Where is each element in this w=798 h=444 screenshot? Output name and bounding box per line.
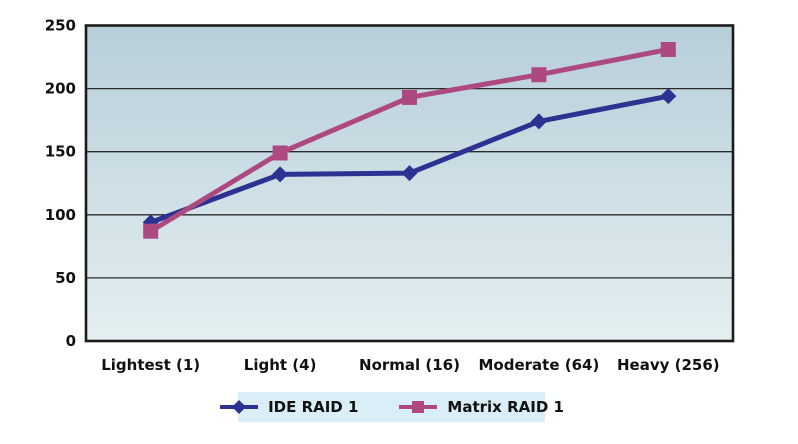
line-diamond-marker-icon xyxy=(220,400,259,414)
x-tick-label: Light (4) xyxy=(244,356,317,374)
x-tick-label: Normal (16) xyxy=(359,356,460,374)
y-tick-label: 250 xyxy=(45,17,76,35)
series-marker-square xyxy=(402,89,417,105)
plot-background xyxy=(86,25,733,341)
legend: IDE RAID 1 Matrix RAID 1 xyxy=(220,392,564,422)
plot-border xyxy=(84,24,735,343)
legend-item-ide-raid-1: IDE RAID 1 xyxy=(219,398,358,416)
y-tick-label: 100 xyxy=(45,206,76,224)
series-marker-diamond xyxy=(530,113,547,130)
series-marker-square xyxy=(143,223,159,239)
line-square-marker-icon xyxy=(399,401,438,413)
series-marker-square xyxy=(272,145,288,161)
y-tick-label: 50 xyxy=(55,269,76,287)
x-tick-label: Heavy (256) xyxy=(617,356,720,374)
series-marker-diamond xyxy=(660,88,677,105)
y-tick-label: 150 xyxy=(45,143,76,161)
series-marker-square xyxy=(531,67,547,83)
y-tick-label: 200 xyxy=(45,80,76,98)
series-marker-square xyxy=(660,41,676,57)
series-marker-diamond xyxy=(272,166,289,183)
x-tick-label: Lightest (1) xyxy=(101,356,200,374)
legend-label: Matrix RAID 1 xyxy=(447,398,564,416)
legend-label: IDE RAID 1 xyxy=(268,398,359,416)
y-tick-label: 0 xyxy=(66,332,76,350)
plot-area: 0 50 100 150 200 250 Lightest (1) Light (4) Norm… xyxy=(45,17,735,374)
series-marker-diamond xyxy=(401,165,418,182)
legend-item-matrix-raid-1: Matrix RAID 1 xyxy=(398,398,564,416)
x-tick-label: Moderate (64) xyxy=(478,356,599,374)
